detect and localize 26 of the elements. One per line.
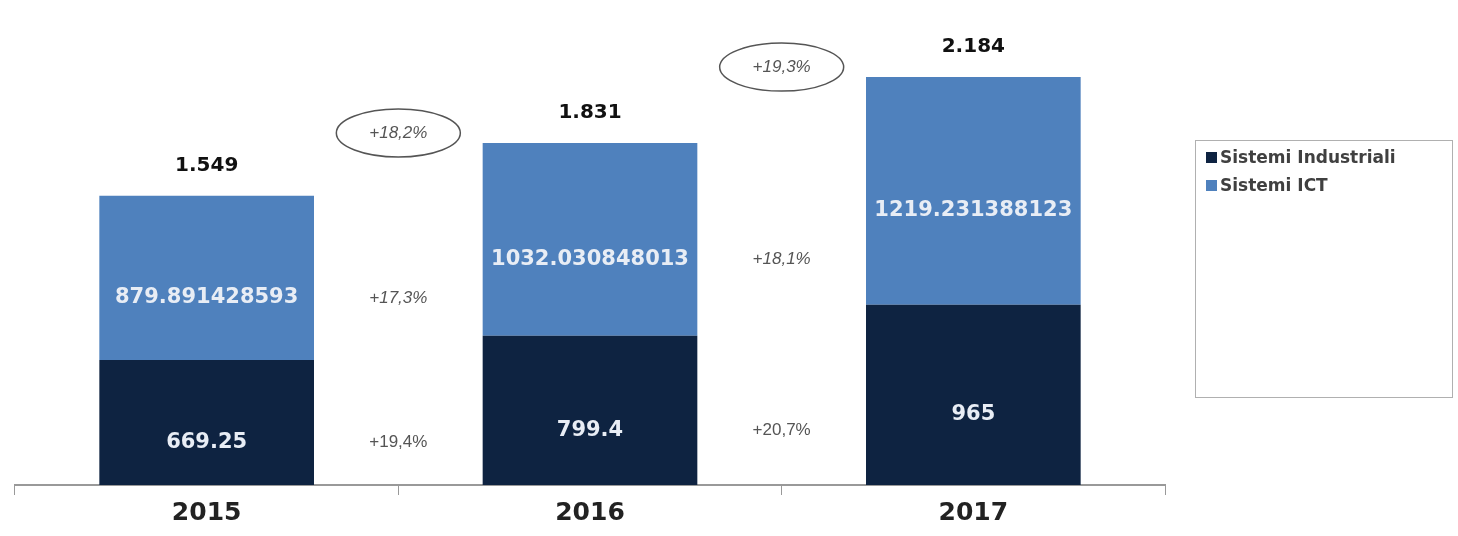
total-label: 1.549	[175, 151, 239, 176]
bar	[99, 195, 314, 361]
annotation: +18,1%	[752, 249, 811, 269]
x-tick-label: 2016	[555, 496, 625, 526]
bar	[866, 304, 1081, 485]
legend-label: Sistemi Industriali	[1220, 147, 1396, 167]
data-label: 1032.030848013	[491, 245, 689, 270]
bar	[482, 335, 698, 485]
data-label: 799.4	[556, 416, 624, 441]
data-label: 879.891428593	[115, 284, 299, 309]
annotation: +18,2%	[369, 122, 428, 142]
text: +19,3%	[752, 56, 811, 76]
annotation: +17,3%	[369, 287, 428, 307]
legend-label: Sistemi ICT	[1220, 175, 1328, 195]
bar	[866, 77, 1081, 305]
bar	[99, 360, 314, 485]
total-label: 1.831	[558, 99, 622, 124]
annotation: +19,4%	[369, 432, 428, 452]
x-tick-label: 2015	[171, 496, 242, 526]
data-label: 965	[951, 401, 996, 426]
total-label: 2.184	[941, 33, 1005, 58]
data-label: 669.25	[166, 428, 248, 453]
bar	[482, 142, 698, 336]
annotation: +20,7%	[752, 420, 811, 440]
x-tick-label: 2017	[938, 496, 1009, 526]
data-label: 1219.231388123	[874, 197, 1073, 222]
